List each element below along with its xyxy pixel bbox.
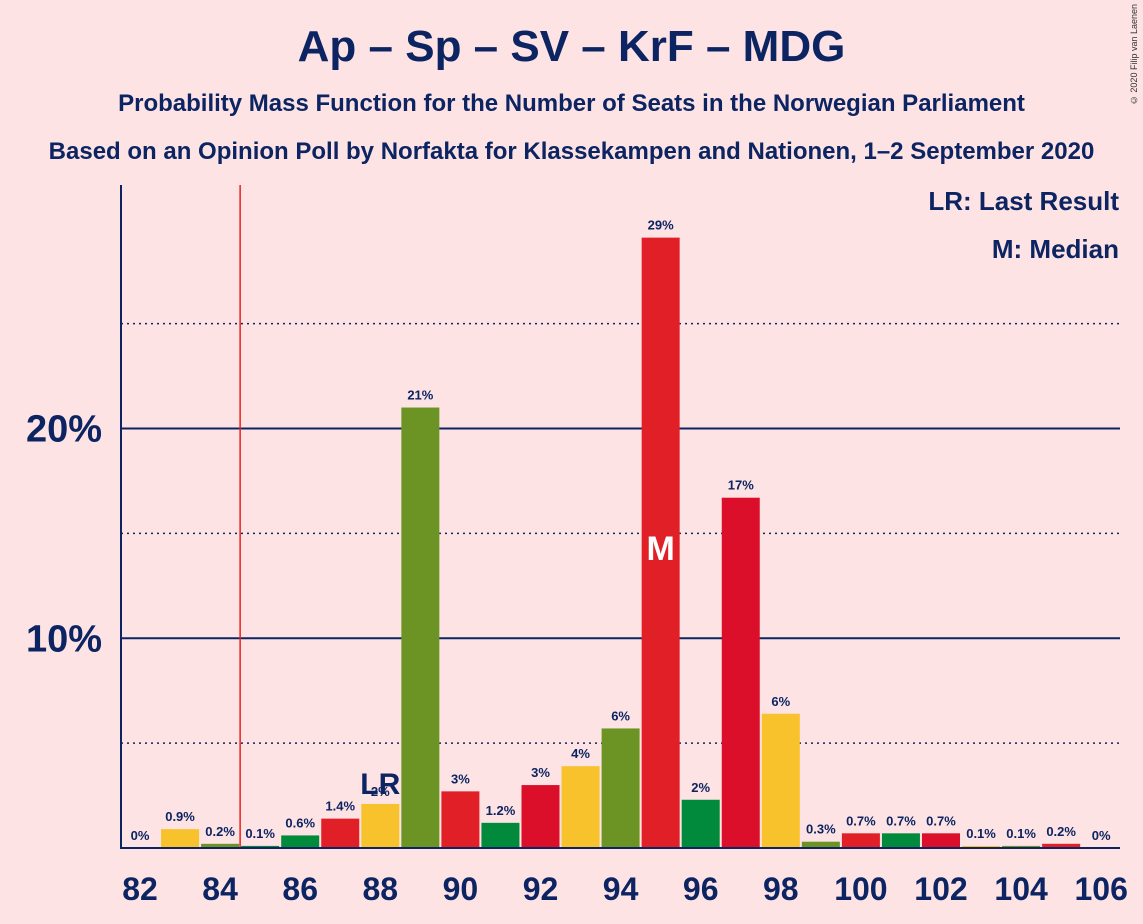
x-tick-label: 106: [1075, 871, 1128, 907]
x-tick-label: 88: [363, 871, 399, 907]
bar-value-label: 0.1%: [1006, 826, 1036, 841]
x-tick-label: 94: [603, 871, 639, 907]
x-tick-label: 96: [683, 871, 719, 907]
bar-value-label: 0.2%: [205, 824, 235, 839]
x-tick-label: 104: [994, 871, 1048, 907]
bar-value-label: 0.7%: [846, 813, 876, 828]
bar-seats-86: [281, 835, 320, 848]
bar-seats-95: [641, 237, 680, 848]
chart-subtitle: Probability Mass Function for the Number…: [118, 90, 1025, 117]
bar-seats-96: [681, 799, 720, 848]
bar-value-label: 1.2%: [486, 803, 516, 818]
bar-value-label: 3%: [531, 765, 550, 780]
median-marker: M: [646, 530, 674, 568]
y-tick-label: 10%: [26, 618, 102, 660]
bar-seats-89: [401, 407, 440, 848]
bar-seats-103: [962, 845, 1001, 848]
chart-subtitle-source: Based on an Opinion Poll by Norfakta for…: [48, 138, 1095, 165]
x-tick-label: 92: [523, 871, 559, 907]
last-result-marker: LR: [360, 768, 400, 801]
x-tick-label: 82: [122, 871, 158, 907]
bar-value-label: 29%: [648, 218, 674, 233]
chart-title: Ap – Sp – SV – KrF – MDG: [297, 22, 846, 71]
legend-last-result: LR: Last Result: [928, 186, 1119, 216]
bar-seats-88: [361, 803, 400, 848]
bar-seats-93: [561, 766, 600, 848]
bar-seats-91: [481, 822, 520, 848]
bar-seats-90: [441, 791, 480, 848]
bar-seats-87: [321, 818, 360, 848]
bar-seats-97: [721, 497, 760, 848]
bar-seats-104: [1002, 845, 1041, 848]
bar-value-label: 0.1%: [245, 826, 275, 841]
bar-seats-84: [201, 843, 240, 848]
x-tick-label: 102: [914, 871, 967, 907]
x-tick-label: 84: [202, 871, 238, 907]
x-tick-label: 98: [763, 871, 799, 907]
bar-seats-94: [601, 728, 640, 848]
bar-seats-101: [881, 833, 920, 848]
bar-seats-98: [761, 713, 800, 848]
bar-value-label: 0.7%: [926, 813, 956, 828]
bar-value-label: 6%: [771, 694, 790, 709]
bar-value-label: 2%: [371, 784, 390, 799]
bar-value-label: 0.9%: [165, 809, 195, 824]
bar-value-label: 0%: [1092, 828, 1111, 843]
bar-seats-83: [161, 829, 200, 848]
bar-seats-105: [1042, 843, 1081, 848]
bar-seats-100: [841, 833, 880, 848]
bar-value-label: 6%: [611, 708, 630, 723]
bar-value-label: 0%: [131, 828, 150, 843]
bar-value-label: 21%: [407, 388, 433, 403]
bar-seats-85: [241, 845, 280, 848]
bar-value-label: 3%: [451, 771, 470, 786]
bar-value-label: 2%: [691, 780, 710, 795]
x-tick-label: 86: [282, 871, 318, 907]
bar-value-label: 0.2%: [1046, 824, 1076, 839]
bar-seats-99: [801, 841, 840, 848]
bar-value-label: 0.1%: [966, 826, 996, 841]
bar-value-label: 17%: [728, 478, 754, 493]
legend-median: M: Median: [991, 234, 1119, 264]
bar-value-label: 0.6%: [285, 815, 315, 830]
x-tick-label: 100: [834, 871, 887, 907]
bar-value-label: 0.3%: [806, 822, 836, 837]
bar-value-label: 0.7%: [886, 813, 916, 828]
bar-value-label: 4%: [571, 746, 590, 761]
bar-seats-102: [922, 833, 960, 848]
y-tick-label: 20%: [26, 409, 102, 451]
bar-value-label: 1.4%: [325, 799, 355, 814]
bar-seats-92: [521, 785, 560, 848]
x-tick-label: 90: [443, 871, 479, 907]
